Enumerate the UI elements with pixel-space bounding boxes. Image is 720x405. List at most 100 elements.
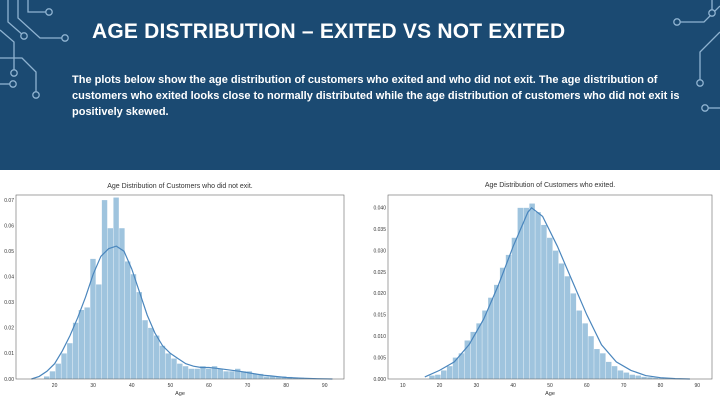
histogram-bar xyxy=(107,228,114,379)
histogram-bar xyxy=(200,366,206,379)
histogram-bar xyxy=(84,307,90,379)
chart-exited-svg: Age Distribution of Customers who exited… xyxy=(373,182,713,397)
y-tick-label: 0.05 xyxy=(4,249,14,255)
histogram-bar xyxy=(263,376,270,379)
histogram-bar xyxy=(101,200,108,379)
chart-title: Age Distribution of Customers who did no… xyxy=(107,183,253,190)
y-tick-label: 0.020 xyxy=(373,291,386,297)
plot-frame xyxy=(387,194,713,380)
histogram-bar xyxy=(623,372,630,379)
x-tick-label: 10 xyxy=(400,383,406,389)
histogram-bar xyxy=(470,331,476,379)
x-tick-label: 20 xyxy=(437,383,443,389)
x-tick-label: 30 xyxy=(90,383,96,389)
x-tick-label: 20 xyxy=(52,383,58,389)
x-tick-label: 90 xyxy=(322,383,328,389)
y-tick-label: 0.010 xyxy=(373,334,386,340)
histogram-bar xyxy=(482,310,488,379)
histogram-bar xyxy=(517,207,524,379)
chart-title: Age Distribution of Customers who exited… xyxy=(485,182,615,189)
histogram-bar xyxy=(605,361,612,379)
x-axis-label: Age xyxy=(175,391,185,397)
histogram-bar xyxy=(570,293,577,379)
x-tick-label: 40 xyxy=(510,383,516,389)
histogram-bar xyxy=(234,368,241,379)
chart-not-exited: Age Distribution of Customers who did no… xyxy=(0,175,350,405)
histogram-bar xyxy=(435,374,441,379)
slide-description: The plots below show the age distributio… xyxy=(72,74,680,118)
histogram-bar xyxy=(211,366,218,379)
x-tick-label: 30 xyxy=(474,383,480,389)
y-tick-label: 0.025 xyxy=(373,270,386,276)
histogram-bar xyxy=(206,368,212,379)
histogram-bar xyxy=(275,376,281,379)
histogram-bar xyxy=(653,377,659,379)
histogram-bar xyxy=(217,368,224,379)
x-tick-label: 90 xyxy=(694,383,700,389)
histogram-bar xyxy=(130,274,137,379)
histogram-bar xyxy=(452,357,459,379)
histogram-bar xyxy=(258,373,264,379)
histogram-bar xyxy=(78,310,85,379)
histogram-bar xyxy=(240,371,247,379)
histogram-bar xyxy=(476,323,482,379)
histogram-bar xyxy=(494,284,500,379)
histogram-bar xyxy=(142,320,148,379)
histogram-bar xyxy=(43,376,50,379)
x-tick-label: 70 xyxy=(621,383,627,389)
y-tick-label: 0.02 xyxy=(4,326,14,332)
histogram-bar xyxy=(499,267,506,379)
plot-frame xyxy=(15,194,345,380)
histogram-bar xyxy=(511,237,518,379)
histogram-bar xyxy=(182,366,189,379)
histogram-bar xyxy=(246,371,252,379)
histogram-bar xyxy=(148,327,154,379)
histogram-bar xyxy=(90,258,96,379)
histogram-bar xyxy=(541,224,547,379)
histogram-bar xyxy=(594,349,600,379)
y-tick-label: 0.01 xyxy=(4,351,14,357)
x-tick-label: 60 xyxy=(206,383,212,389)
histogram-bar xyxy=(159,345,166,379)
histogram-bar xyxy=(600,353,606,379)
histogram-bar xyxy=(582,323,588,379)
histogram-bar xyxy=(188,368,195,379)
histogram-bar xyxy=(464,340,471,379)
header-band xyxy=(0,0,720,170)
histogram-bar xyxy=(229,371,235,379)
x-tick-label: 40 xyxy=(129,383,135,389)
histogram-bar xyxy=(576,310,582,379)
kde-curve xyxy=(31,245,333,380)
y-tick-label: 0.03 xyxy=(4,300,14,306)
histogram-bar xyxy=(171,358,177,379)
x-tick-label: 80 xyxy=(658,383,664,389)
histogram-bar xyxy=(658,378,665,379)
histogram-bar xyxy=(535,212,541,379)
kde-curve xyxy=(424,206,690,380)
histogram-bar xyxy=(113,197,119,379)
x-tick-label: 50 xyxy=(168,383,174,389)
histogram-bar xyxy=(441,370,447,379)
histogram-bar xyxy=(617,370,624,379)
x-axis-label: Age xyxy=(545,391,555,397)
histogram-bar xyxy=(177,363,183,379)
histogram-bar xyxy=(252,373,258,379)
y-tick-label: 0.07 xyxy=(4,198,14,204)
y-tick-label: 0.00 xyxy=(4,377,14,383)
histogram-bar xyxy=(136,292,142,379)
y-tick-label: 0.005 xyxy=(373,355,386,361)
histogram-bar xyxy=(505,254,512,379)
circuit-decoration-left-icon xyxy=(0,0,69,99)
x-tick-label: 50 xyxy=(547,383,553,389)
histogram-bar xyxy=(223,371,229,379)
histogram-bar xyxy=(552,250,559,379)
histogram-bar xyxy=(67,343,73,379)
histogram-bar xyxy=(119,228,125,379)
y-tick-label: 0.000 xyxy=(373,377,386,383)
histogram-bar xyxy=(629,374,636,379)
histogram-bar xyxy=(529,203,535,379)
x-tick-label: 70 xyxy=(245,383,251,389)
histogram-bar xyxy=(558,263,565,379)
histogram-bar xyxy=(564,276,571,379)
